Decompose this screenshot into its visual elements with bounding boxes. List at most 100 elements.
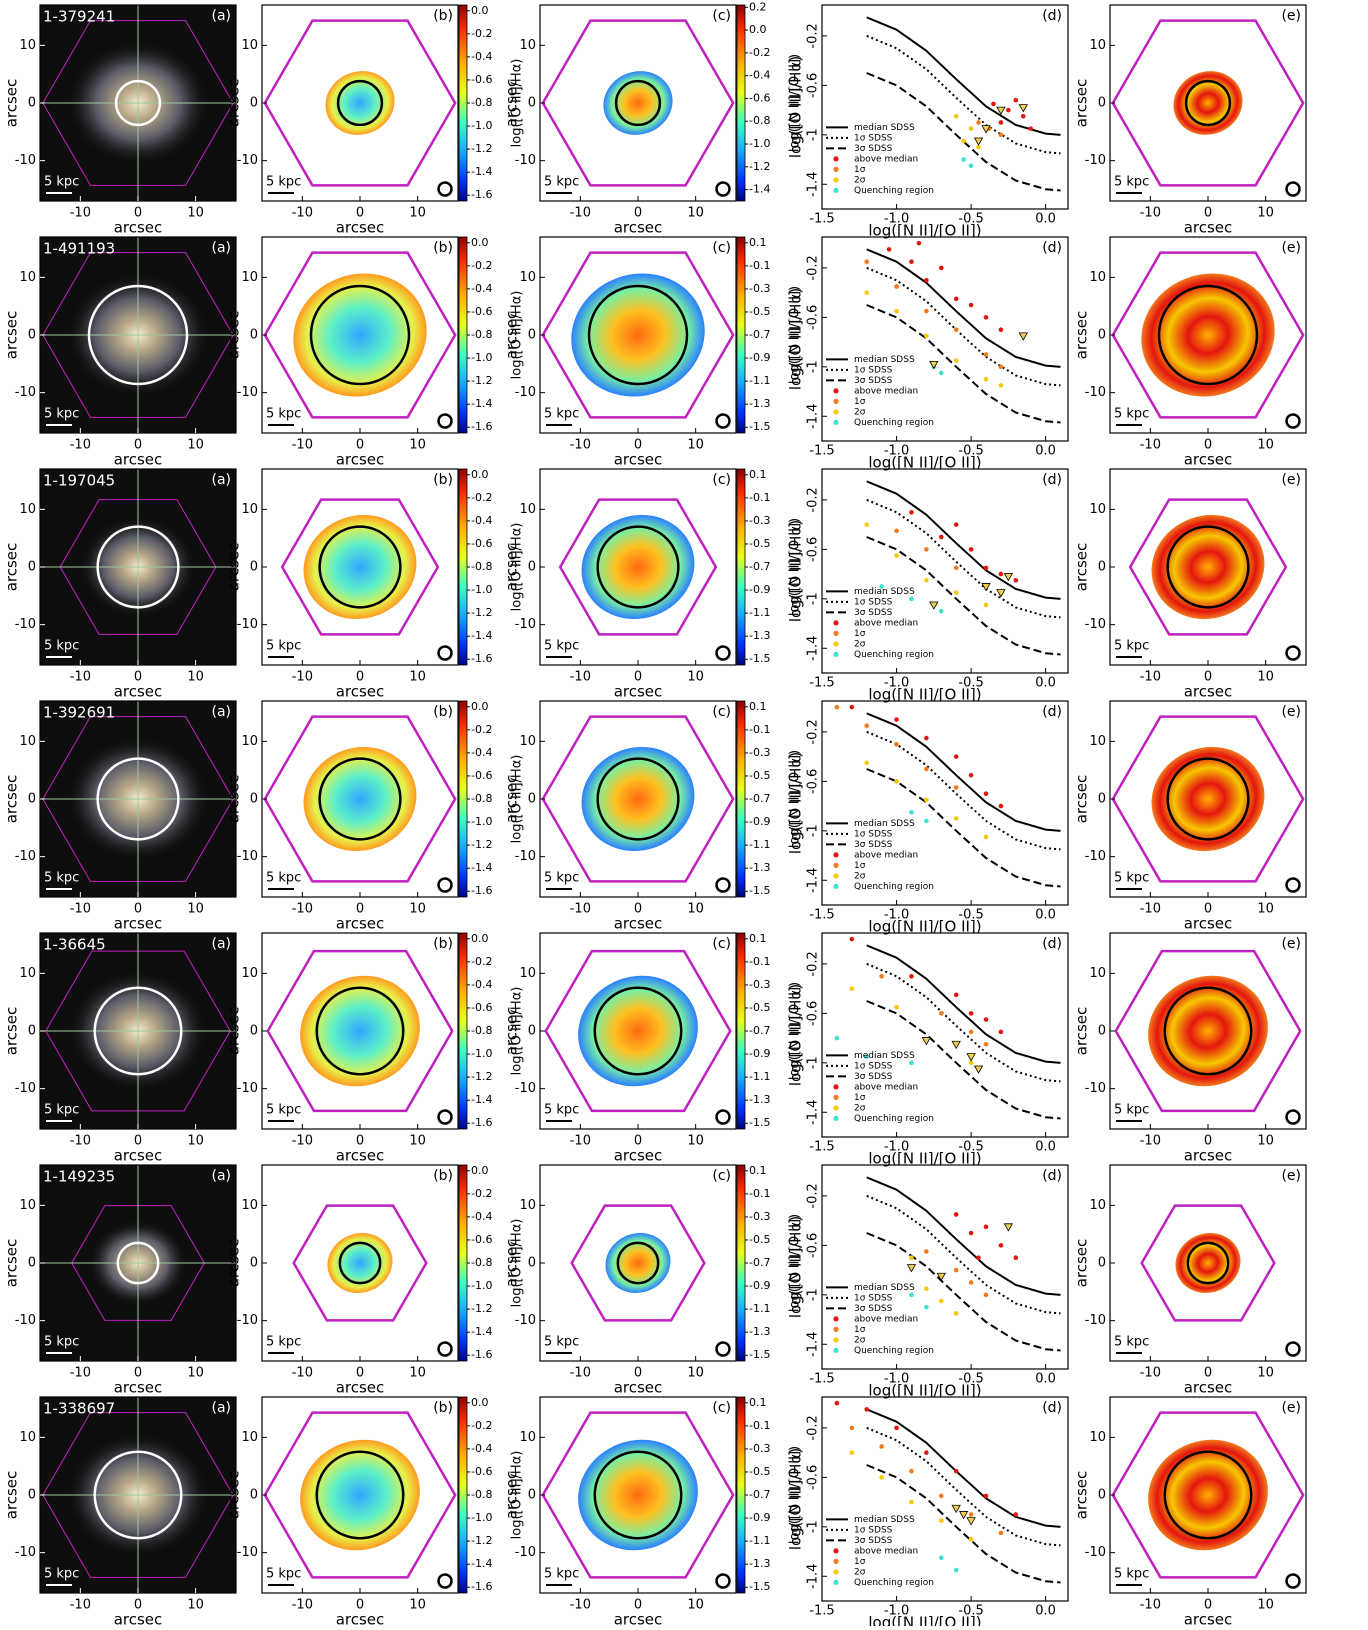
legend-marker bbox=[833, 398, 839, 404]
y-tick-label: 0 bbox=[28, 560, 36, 575]
x-axis-label: log([N II]/[O II]) bbox=[868, 222, 981, 240]
map-pixels bbox=[300, 1439, 420, 1551]
legend-marker bbox=[833, 1094, 839, 1100]
x-tick-label: -1.5 bbox=[809, 676, 834, 691]
galaxy-id: 1-491193 bbox=[43, 240, 115, 258]
y-tick-label: -1.4 bbox=[806, 868, 821, 893]
limit-triangle bbox=[958, 1511, 969, 1520]
x-tick-label: 10 bbox=[409, 1366, 426, 1381]
colorbar-label: log([O III]/Hα) bbox=[510, 1451, 525, 1540]
x-tick-label: 0 bbox=[356, 438, 364, 453]
colorbar-tick-label: -0.2 bbox=[749, 46, 770, 59]
colorbar-tick-label: -1.4 bbox=[471, 861, 492, 874]
legend-label: Quenching region bbox=[854, 1114, 934, 1124]
spaxel-point bbox=[998, 571, 1004, 577]
colorbar-tick-label: -0.7 bbox=[749, 792, 770, 805]
y-tick-label: 10 bbox=[19, 1430, 36, 1445]
x-tick-label: 0 bbox=[134, 902, 142, 917]
x-axis-label: arcsec bbox=[614, 915, 663, 933]
colorbar-tick-label: 0.1 bbox=[749, 236, 767, 249]
colorbar-tick-label: 0.0 bbox=[471, 1396, 489, 1409]
y-tick-label: 10 bbox=[519, 38, 536, 53]
x-tick-label: -10 bbox=[570, 206, 591, 221]
x-axis-label: arcsec bbox=[614, 451, 663, 469]
colorbar-tick-label: -0.5 bbox=[749, 1465, 770, 1478]
psf-circle bbox=[1285, 1109, 1301, 1125]
x-axis-label: arcsec bbox=[614, 683, 663, 701]
bpt-panel: -1.5 -1.0 -0.5 0.0 -0.2 -0.6 -1 -1.4 log([N II]/… bbox=[787, 700, 1069, 936]
colorbar-tick-label: -1.2 bbox=[749, 160, 770, 173]
panel-letter: (c) bbox=[712, 704, 731, 720]
legend-label: 3σ SDSS bbox=[854, 376, 893, 386]
re-circle bbox=[593, 1450, 683, 1540]
y-axis-label: arcsec bbox=[503, 311, 521, 360]
colorbar-label: log([O III]/Hα) bbox=[510, 755, 525, 844]
legend-label: Quenching region bbox=[854, 418, 934, 428]
spaxel-point bbox=[1013, 97, 1019, 103]
spaxel-point bbox=[894, 741, 899, 747]
y-tick-label: -10 bbox=[1085, 153, 1106, 168]
spaxel-point bbox=[924, 735, 929, 741]
x-tick-label: -10 bbox=[70, 206, 91, 221]
spaxel-point bbox=[894, 528, 899, 534]
y-tick-label: 10 bbox=[19, 966, 36, 981]
y-tick-label: 0 bbox=[1098, 1488, 1106, 1503]
map-panel-b: -10 0 10 -10 0 10 arcsec arcsec (b) 5 kpc bbox=[225, 932, 459, 1165]
map-panel-a: -10 0 10 -10 0 10 arcsec arcsec (a) 1-392691 5 kpc bbox=[3, 700, 237, 933]
re-circle bbox=[93, 986, 183, 1076]
panel-letter: (a) bbox=[211, 240, 231, 256]
spaxel-point bbox=[938, 534, 944, 540]
map-panel-a: -10 0 10 -10 0 10 arcsec arcsec (a) 1-36645 5 kpc bbox=[3, 932, 237, 1165]
psf-circle bbox=[437, 645, 453, 661]
x-tick-label: -10 bbox=[1140, 1598, 1161, 1613]
legend-label: 1σ bbox=[854, 1325, 866, 1335]
spaxel-point bbox=[864, 290, 870, 295]
map-panel-e: -10 0 10 -10 0 10 arcsec arcsec (e) 5 kpc bbox=[1073, 1164, 1307, 1397]
x-axis-label: arcsec bbox=[336, 915, 385, 933]
spaxel-point bbox=[909, 1255, 914, 1261]
spaxel-point bbox=[1020, 113, 1026, 119]
colorbar: 0.1 -0.1 -0.3 -0.5 -0.7 -0.9 -1.1 -1.3 -1.5 log([… bbox=[736, 1396, 803, 1594]
y-tick-label: 0 bbox=[528, 96, 536, 111]
y-tick-label: 10 bbox=[19, 38, 36, 53]
y-tick-label: -10 bbox=[237, 617, 258, 632]
colorbar-tick-label: -0.6 bbox=[749, 91, 770, 104]
colorbar-tick-label: -0.3 bbox=[749, 978, 770, 991]
y-axis-label: arcsec bbox=[1073, 543, 1091, 592]
y-tick-label: -1.4 bbox=[806, 172, 821, 197]
sdss-curve bbox=[866, 72, 1061, 192]
colorbar-scale bbox=[736, 468, 746, 666]
y-tick-label: 0 bbox=[528, 1024, 536, 1039]
spaxel-point bbox=[953, 590, 959, 595]
legend-label: Quenching region bbox=[854, 650, 934, 660]
scale-label: 5 kpc bbox=[44, 1567, 79, 1582]
psf-circle bbox=[437, 413, 453, 429]
psf-circle bbox=[437, 1573, 453, 1589]
y-tick-label: -10 bbox=[237, 1081, 258, 1096]
y-axis-label: arcsec bbox=[1073, 1007, 1091, 1056]
map-panel-e: -10 0 10 -10 0 10 arcsec arcsec (e) 5 kpc bbox=[1073, 1396, 1307, 1629]
map-content bbox=[292, 1204, 428, 1322]
spaxel-point bbox=[1013, 1512, 1019, 1517]
scale-label: 5 kpc bbox=[1114, 871, 1149, 886]
x-tick-label: -10 bbox=[1140, 206, 1161, 221]
y-tick-label: -1.4 bbox=[806, 1100, 821, 1125]
spaxel-point bbox=[849, 1425, 855, 1431]
y-tick-label: -10 bbox=[515, 1545, 536, 1560]
spaxel-point bbox=[909, 1060, 914, 1066]
spaxel-point bbox=[924, 1450, 929, 1455]
legend-label: median SDSS bbox=[854, 1515, 915, 1525]
y-tick-label: -10 bbox=[237, 849, 258, 864]
spaxel-point bbox=[1028, 126, 1034, 131]
x-axis-label: log([N II]/[O II]) bbox=[868, 1150, 981, 1168]
spaxel-point bbox=[998, 383, 1004, 388]
map-pixels bbox=[303, 514, 417, 620]
legend-marker bbox=[833, 1084, 839, 1090]
legend-marker bbox=[833, 620, 839, 626]
colorbar-tick-label: -0.7 bbox=[749, 560, 770, 573]
scale-label: 5 kpc bbox=[544, 639, 579, 654]
map-content bbox=[263, 251, 457, 419]
bpt-panel: -1.5 -1.0 -0.5 0.0 -0.2 -0.6 -1 -1.4 log([N II]/… bbox=[787, 468, 1069, 704]
spaxel-point bbox=[953, 1311, 959, 1316]
x-tick-label: 0 bbox=[1204, 1134, 1212, 1149]
